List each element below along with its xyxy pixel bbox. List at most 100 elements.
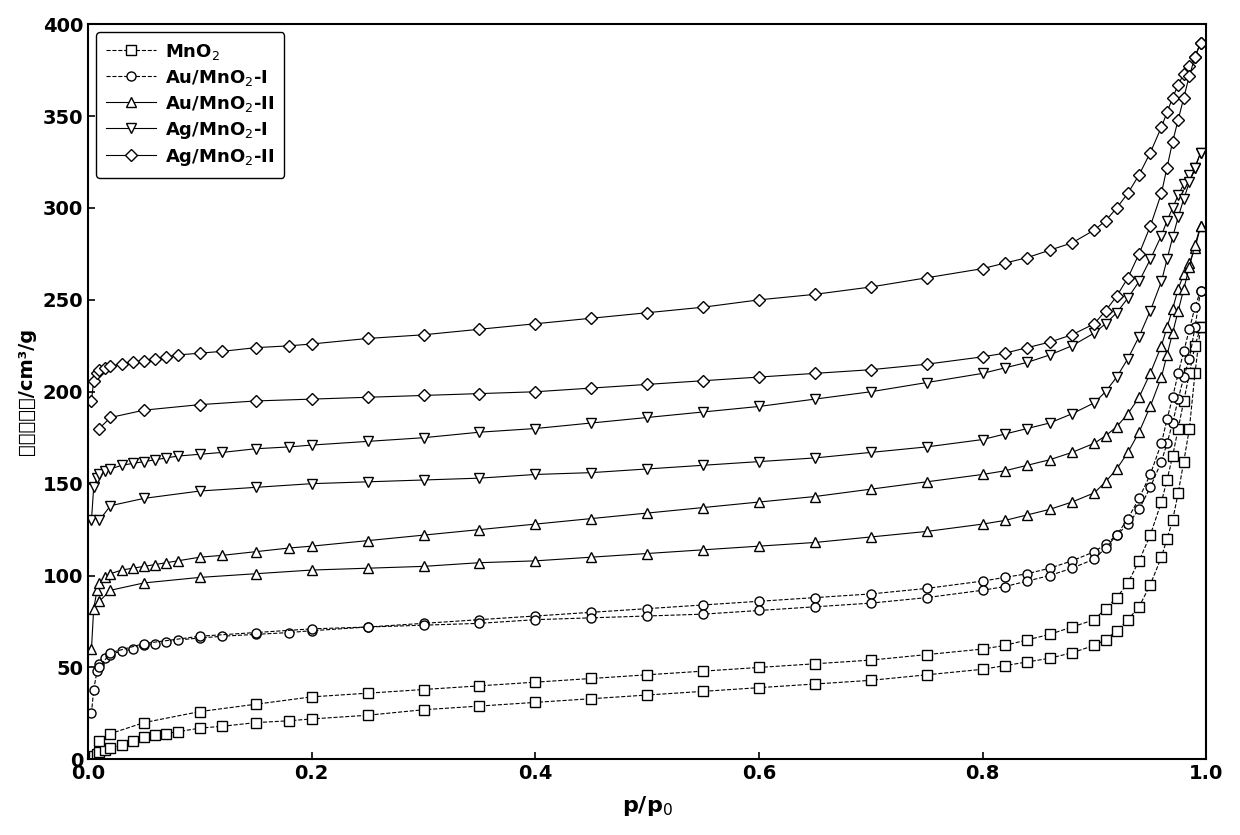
- MnO$_2$: [472, 701, 487, 711]
- Ag/MnO$_2$-I: [360, 437, 374, 447]
- Ag/MnO$_2$-II: [1099, 215, 1114, 225]
- Au/MnO$_2$-I: [1143, 483, 1158, 493]
- Au/MnO$_2$-II: [1193, 221, 1208, 231]
- Au/MnO$_2$-I: [1154, 457, 1169, 467]
- Ag/MnO$_2$-II: [136, 356, 151, 366]
- Ag/MnO$_2$-II: [84, 396, 99, 406]
- Ag/MnO$_2$-I: [98, 466, 113, 476]
- Ag/MnO$_2$-II: [997, 258, 1012, 268]
- Au/MnO$_2$-II: [1182, 258, 1197, 268]
- Ag/MnO$_2$-II: [89, 368, 104, 378]
- Au/MnO$_2$-I: [87, 685, 102, 695]
- Au/MnO$_2$-I: [417, 619, 432, 629]
- MnO$_2$: [417, 705, 432, 715]
- MnO$_2$: [1087, 640, 1102, 650]
- Au/MnO$_2$-II: [103, 569, 118, 579]
- Au/MnO$_2$-I: [1193, 286, 1208, 296]
- Ag/MnO$_2$-II: [159, 352, 174, 362]
- Ag/MnO$_2$-I: [103, 464, 118, 474]
- Au/MnO$_2$-II: [87, 604, 102, 614]
- Au/MnO$_2$-I: [304, 625, 319, 635]
- Au/MnO$_2$-II: [696, 503, 711, 513]
- Au/MnO$_2$-II: [360, 535, 374, 545]
- MnO$_2$: [84, 752, 99, 762]
- MnO$_2$: [807, 679, 822, 689]
- Ag/MnO$_2$-I: [192, 449, 207, 459]
- Au/MnO$_2$-II: [125, 563, 140, 573]
- MnO$_2$: [1019, 657, 1034, 667]
- Ag/MnO$_2$-I: [92, 469, 107, 479]
- Au/MnO$_2$-I: [281, 628, 296, 638]
- Au/MnO$_2$-II: [1132, 392, 1147, 402]
- Ag/MnO$_2$-I: [528, 423, 543, 433]
- MnO$_2$: [1121, 615, 1136, 625]
- MnO$_2$: [863, 676, 878, 686]
- Au/MnO$_2$-I: [1121, 519, 1136, 529]
- Ag/MnO$_2$-I: [1188, 163, 1203, 173]
- Line: Ag/MnO$_2$-II: Ag/MnO$_2$-II: [87, 38, 1205, 406]
- Au/MnO$_2$-I: [192, 633, 207, 643]
- Ag/MnO$_2$-II: [1042, 245, 1056, 256]
- Au/MnO$_2$-II: [1166, 304, 1180, 314]
- MnO$_2$: [1065, 648, 1080, 658]
- Ag/MnO$_2$-II: [1177, 68, 1192, 78]
- Au/MnO$_2$-II: [1065, 448, 1080, 458]
- Au/MnO$_2$-I: [1110, 530, 1125, 540]
- Au/MnO$_2$-I: [1132, 504, 1147, 514]
- Au/MnO$_2$-I: [125, 644, 140, 654]
- MnO$_2$: [640, 690, 655, 700]
- MnO$_2$: [1171, 488, 1185, 498]
- Ag/MnO$_2$-II: [248, 342, 263, 352]
- Ag/MnO$_2$-II: [584, 313, 599, 323]
- Au/MnO$_2$-II: [248, 547, 263, 557]
- Au/MnO$_2$-II: [114, 565, 129, 575]
- Au/MnO$_2$-I: [1159, 438, 1174, 448]
- Ag/MnO$_2$-II: [1065, 238, 1080, 248]
- Au/MnO$_2$-II: [640, 508, 655, 518]
- Ag/MnO$_2$-II: [1171, 80, 1185, 90]
- MnO$_2$: [360, 711, 374, 721]
- Ag/MnO$_2$-II: [1121, 188, 1136, 198]
- Au/MnO$_2$-II: [807, 492, 822, 502]
- Au/MnO$_2$-II: [215, 550, 229, 560]
- Ag/MnO$_2$-I: [304, 440, 319, 450]
- Au/MnO$_2$-I: [751, 596, 766, 606]
- Ag/MnO$_2$-II: [192, 348, 207, 358]
- MnO$_2$: [114, 740, 129, 750]
- Au/MnO$_2$-II: [1121, 409, 1136, 419]
- Ag/MnO$_2$-I: [975, 368, 990, 378]
- Au/MnO$_2$-II: [304, 541, 319, 551]
- Au/MnO$_2$-I: [472, 615, 487, 625]
- Au/MnO$_2$-II: [1087, 438, 1102, 448]
- MnO$_2$: [751, 683, 766, 693]
- Ag/MnO$_2$-I: [1143, 255, 1158, 265]
- MnO$_2$: [528, 697, 543, 707]
- Ag/MnO$_2$-II: [975, 264, 990, 274]
- Ag/MnO$_2$-II: [1193, 38, 1208, 48]
- Au/MnO$_2$-I: [159, 637, 174, 647]
- Ag/MnO$_2$-I: [159, 453, 174, 463]
- Au/MnO$_2$-I: [1177, 372, 1192, 382]
- Au/MnO$_2$-II: [84, 644, 99, 654]
- Ag/MnO$_2$-II: [1019, 252, 1034, 262]
- Ag/MnO$_2$-II: [1182, 62, 1197, 72]
- Ag/MnO$_2$-I: [1154, 230, 1169, 240]
- Au/MnO$_2$-I: [89, 666, 104, 676]
- Au/MnO$_2$-I: [92, 659, 107, 669]
- MnO$_2$: [248, 717, 263, 727]
- MnO$_2$: [87, 751, 102, 761]
- MnO$_2$: [584, 694, 599, 704]
- Ag/MnO$_2$-II: [1159, 108, 1174, 118]
- Au/MnO$_2$-II: [751, 497, 766, 507]
- Line: Au/MnO$_2$-I: Au/MnO$_2$-I: [87, 286, 1205, 718]
- Ag/MnO$_2$-II: [472, 324, 487, 334]
- Ag/MnO$_2$-I: [1182, 170, 1197, 180]
- Au/MnO$_2$-II: [997, 466, 1012, 476]
- Ag/MnO$_2$-II: [417, 330, 432, 340]
- MnO$_2$: [1154, 552, 1169, 562]
- Ag/MnO$_2$-II: [98, 363, 113, 373]
- Ag/MnO$_2$-I: [584, 418, 599, 428]
- Ag/MnO$_2$-II: [148, 354, 162, 364]
- Au/MnO$_2$-I: [1182, 354, 1197, 364]
- Au/MnO$_2$-I: [807, 593, 822, 603]
